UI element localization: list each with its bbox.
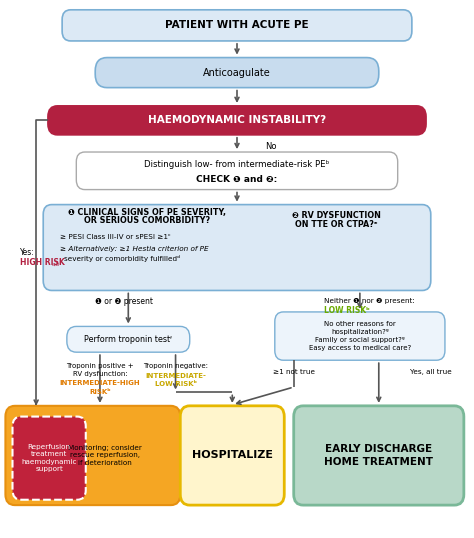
Text: RV dysfunction:: RV dysfunction: xyxy=(73,371,128,377)
Text: Anticoagulate: Anticoagulate xyxy=(203,68,271,77)
Text: Distinguish low- from intermediate-risk PEᵇ: Distinguish low- from intermediate-risk … xyxy=(145,160,329,169)
Text: Perform troponin testᶠ: Perform troponin testᶠ xyxy=(84,335,173,344)
Text: Troponin positive +: Troponin positive + xyxy=(66,363,134,369)
Text: Yes:: Yes: xyxy=(19,249,34,257)
Text: severity or comorbidity fulfilledᵈ: severity or comorbidity fulfilledᵈ xyxy=(64,255,181,262)
Text: No other reasons for
hospitalization?ᵍ
Family or social support?ᵍ
Easy access to: No other reasons for hospitalization?ᵍ F… xyxy=(309,321,411,351)
Text: CHECK ❶ and ❷:: CHECK ❶ and ❷: xyxy=(196,174,278,183)
Text: LOW RISKᵇ: LOW RISKᵇ xyxy=(155,381,197,387)
Text: HOSPITALIZE: HOSPITALIZE xyxy=(192,450,273,461)
Text: ≥1 not true: ≥1 not true xyxy=(273,369,315,375)
Text: ❶ CLINICAL SIGNS OF PE SEVERITY,: ❶ CLINICAL SIGNS OF PE SEVERITY, xyxy=(68,208,226,217)
Text: Yes, all true: Yes, all true xyxy=(410,369,452,375)
Text: ❶ or ❷ present: ❶ or ❷ present xyxy=(95,296,153,306)
Text: LOW RISKᵇ: LOW RISKᵇ xyxy=(324,306,370,315)
Text: HIGH RISK: HIGH RISK xyxy=(19,258,64,267)
Text: Troponin negative:: Troponin negative: xyxy=(143,363,208,369)
FancyBboxPatch shape xyxy=(43,204,431,291)
Text: Neither ❶ nor ❷ present:: Neither ❶ nor ❷ present: xyxy=(324,298,415,304)
Text: ON TTE OR CTPA?ᵉ: ON TTE OR CTPA?ᵉ xyxy=(295,220,378,229)
FancyBboxPatch shape xyxy=(275,312,445,360)
Text: INTERMEDIATE-: INTERMEDIATE- xyxy=(145,373,206,379)
FancyBboxPatch shape xyxy=(5,406,180,505)
Text: PATIENT WITH ACUTE PE: PATIENT WITH ACUTE PE xyxy=(165,20,309,30)
Text: EARLY DISCHARGE
HOME TREATMENT: EARLY DISCHARGE HOME TREATMENT xyxy=(324,444,433,466)
FancyBboxPatch shape xyxy=(12,416,86,500)
Text: ≥ Alternatively: ≥1 Hestia criterion of PE: ≥ Alternatively: ≥1 Hestia criterion of … xyxy=(60,245,209,252)
FancyBboxPatch shape xyxy=(62,10,412,41)
Text: RISKᵇ: RISKᵇ xyxy=(89,389,111,395)
Text: a,b: a,b xyxy=(52,261,60,267)
FancyBboxPatch shape xyxy=(180,406,284,505)
Text: No: No xyxy=(265,142,277,151)
Text: ❷ RV DYSFUNCTION: ❷ RV DYSFUNCTION xyxy=(292,211,381,220)
Text: HAEMODYNAMIC INSTABILITY?: HAEMODYNAMIC INSTABILITY? xyxy=(148,115,326,125)
Text: Reperfusion
treatment
haemodynamic
support: Reperfusion treatment haemodynamic suppo… xyxy=(21,444,77,472)
FancyBboxPatch shape xyxy=(95,58,379,88)
Text: ≥ PESI Class III-IV or sPESI ≥1ᶜ: ≥ PESI Class III-IV or sPESI ≥1ᶜ xyxy=(60,234,170,240)
FancyBboxPatch shape xyxy=(76,152,398,189)
Text: Monitoring; consider
rescue reperfusion,
if deterioration: Monitoring; consider rescue reperfusion,… xyxy=(68,445,142,466)
FancyBboxPatch shape xyxy=(294,406,464,505)
Text: INTERMEDIATE-HIGH: INTERMEDIATE-HIGH xyxy=(60,380,140,386)
FancyBboxPatch shape xyxy=(48,106,426,135)
Text: OR SERIOUS COMORBIDITY?: OR SERIOUS COMORBIDITY? xyxy=(84,216,210,225)
FancyBboxPatch shape xyxy=(67,327,190,352)
